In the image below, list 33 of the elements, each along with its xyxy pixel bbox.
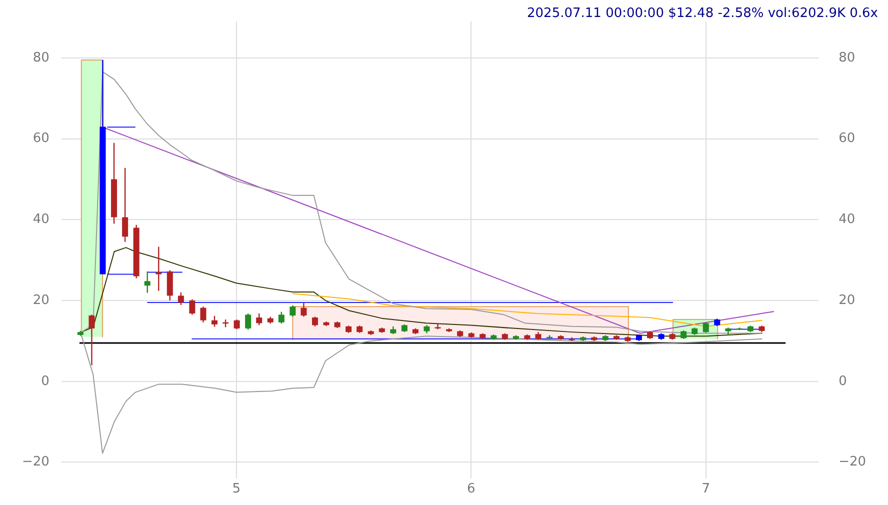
candlestick — [212, 315, 218, 328]
y-tick-label: 60 — [32, 131, 50, 146]
candlestick — [434, 322, 441, 330]
candlestick — [156, 246, 162, 292]
y2-tick-label: 80 — [838, 50, 856, 66]
candlestick — [178, 292, 184, 306]
x-tick-label: 6 — [466, 482, 476, 497]
candlestick — [300, 302, 307, 318]
candlestick — [234, 318, 240, 330]
y-tick-label: 20 — [32, 292, 50, 308]
y2-tick-label: 60 — [838, 131, 856, 146]
candlestick — [702, 322, 709, 334]
y-tick-label: −20 — [22, 454, 50, 470]
y2-tick-label: 20 — [838, 292, 856, 308]
y-tick-label: 40 — [32, 212, 50, 228]
candlestick — [144, 270, 150, 294]
y2-tick-label: 0 — [838, 374, 847, 389]
x-tick-label: 5 — [232, 482, 240, 497]
y-tick-label: 80 — [32, 50, 50, 66]
y2-tick-label: −20 — [838, 454, 866, 470]
y2-tick-label: 40 — [838, 212, 856, 228]
chart-title: 2025.07.11 00:00:00 $12.48 -2.58% vol:6202.9K 0.6x — [527, 6, 878, 22]
candlestick — [245, 312, 252, 330]
candlestick — [122, 167, 128, 243]
candlestick — [189, 298, 196, 316]
candlestick — [256, 312, 262, 326]
candlestick — [290, 304, 296, 318]
candlestick — [200, 306, 206, 323]
y-tick-label: 0 — [41, 374, 50, 389]
x-tick-label: 7 — [702, 482, 710, 497]
candlestick — [278, 311, 284, 324]
candlestick — [88, 314, 95, 366]
candlestick — [312, 316, 318, 328]
